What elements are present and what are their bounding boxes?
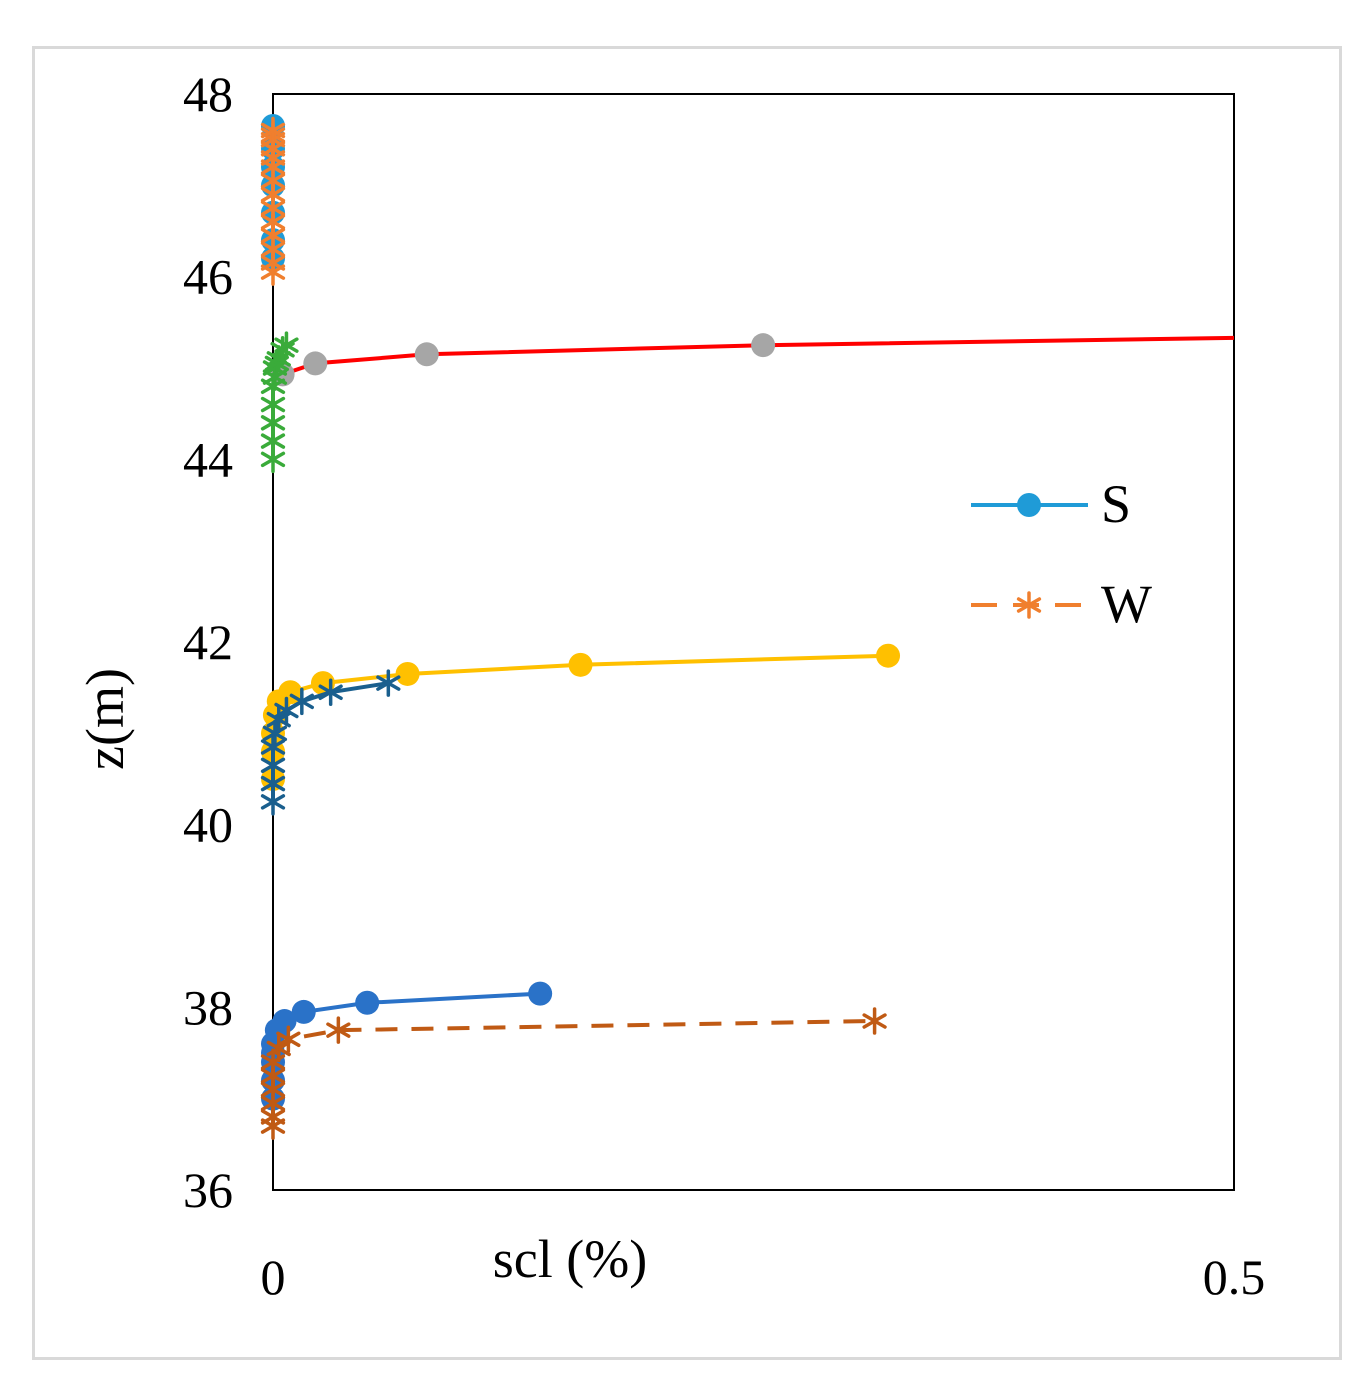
data-point xyxy=(291,999,316,1024)
x-tick-label: 0 xyxy=(261,1249,286,1305)
data-point xyxy=(876,643,901,668)
data-point xyxy=(318,678,343,706)
data-point xyxy=(272,1009,297,1034)
data-point-stroke xyxy=(274,337,299,353)
data-point-stroke xyxy=(318,684,343,700)
series-5 xyxy=(260,669,401,816)
y-axis-title: z(m) xyxy=(75,668,135,770)
data-point xyxy=(751,333,776,358)
data-point-stroke xyxy=(260,433,286,449)
y-tick-label: 36 xyxy=(183,1162,233,1218)
data-point-stroke xyxy=(260,396,286,413)
data-point-stroke xyxy=(274,702,299,719)
data-point xyxy=(414,342,439,367)
plot-area-border xyxy=(272,93,1235,1191)
data-point-stroke xyxy=(260,415,286,431)
y-tick-label: 44 xyxy=(183,431,233,487)
data-point-stroke xyxy=(862,1013,887,1029)
data-point xyxy=(260,116,286,145)
legend-label: S xyxy=(1101,474,1131,534)
series-1 xyxy=(260,116,286,286)
x-tick-label: 0.5 xyxy=(1203,1249,1266,1305)
x-axis-title: scl (%) xyxy=(493,1229,647,1289)
data-point-stroke xyxy=(262,725,288,742)
y-tick-label: 42 xyxy=(183,614,233,670)
data-point-stroke xyxy=(260,451,286,468)
data-point-stroke xyxy=(260,1054,286,1070)
legend-marker-stroke xyxy=(1016,597,1042,613)
data-point-stroke xyxy=(260,757,286,774)
data-point xyxy=(262,719,288,748)
data-point xyxy=(376,669,401,697)
data-point xyxy=(303,351,328,376)
legend-label: W xyxy=(1101,574,1152,634)
data-point-stroke xyxy=(326,1022,351,1038)
legend: SW xyxy=(971,474,1152,634)
data-point-stroke xyxy=(264,355,289,372)
data-point xyxy=(528,981,553,1006)
legend-marker xyxy=(1016,591,1042,619)
data-point xyxy=(355,990,380,1015)
series-7 xyxy=(260,1007,887,1140)
data-point-stroke xyxy=(266,1040,291,1057)
y-tick-label: 38 xyxy=(183,979,233,1035)
data-point xyxy=(266,1034,291,1063)
series-6 xyxy=(261,981,553,1111)
data-point-stroke xyxy=(270,341,295,358)
data-point-stroke xyxy=(289,693,314,710)
data-point xyxy=(862,1007,887,1035)
data-point-stroke xyxy=(260,794,286,810)
y-tick-label: 46 xyxy=(183,249,233,305)
series-3 xyxy=(260,331,299,474)
series-4 xyxy=(261,643,901,791)
y-tick-label: 48 xyxy=(183,66,233,122)
data-point-stroke xyxy=(260,739,286,755)
series-line xyxy=(271,1019,875,1127)
series-2 xyxy=(270,333,1235,387)
data-point xyxy=(274,331,299,359)
scl-depth-chart: 36 38 40 42 44 46 48 0 0.5 scl (%) z(m) SW xyxy=(75,66,1266,1305)
y-tick-label: 40 xyxy=(183,797,233,853)
data-point xyxy=(289,687,314,716)
data-point xyxy=(276,1025,301,1054)
data-point xyxy=(395,661,420,686)
legend-marker xyxy=(1017,493,1041,517)
data-point xyxy=(326,1016,351,1044)
data-point xyxy=(260,733,286,761)
data-point-stroke xyxy=(260,775,286,792)
data-point-stroke xyxy=(376,675,401,691)
chart-frame: 36 38 40 42 44 46 48 0 0.5 scl (%) z(m) S W xyxy=(32,46,1342,1360)
data-point-stroke xyxy=(276,1031,301,1048)
data-point xyxy=(568,652,593,677)
data-point-stroke xyxy=(260,122,286,139)
